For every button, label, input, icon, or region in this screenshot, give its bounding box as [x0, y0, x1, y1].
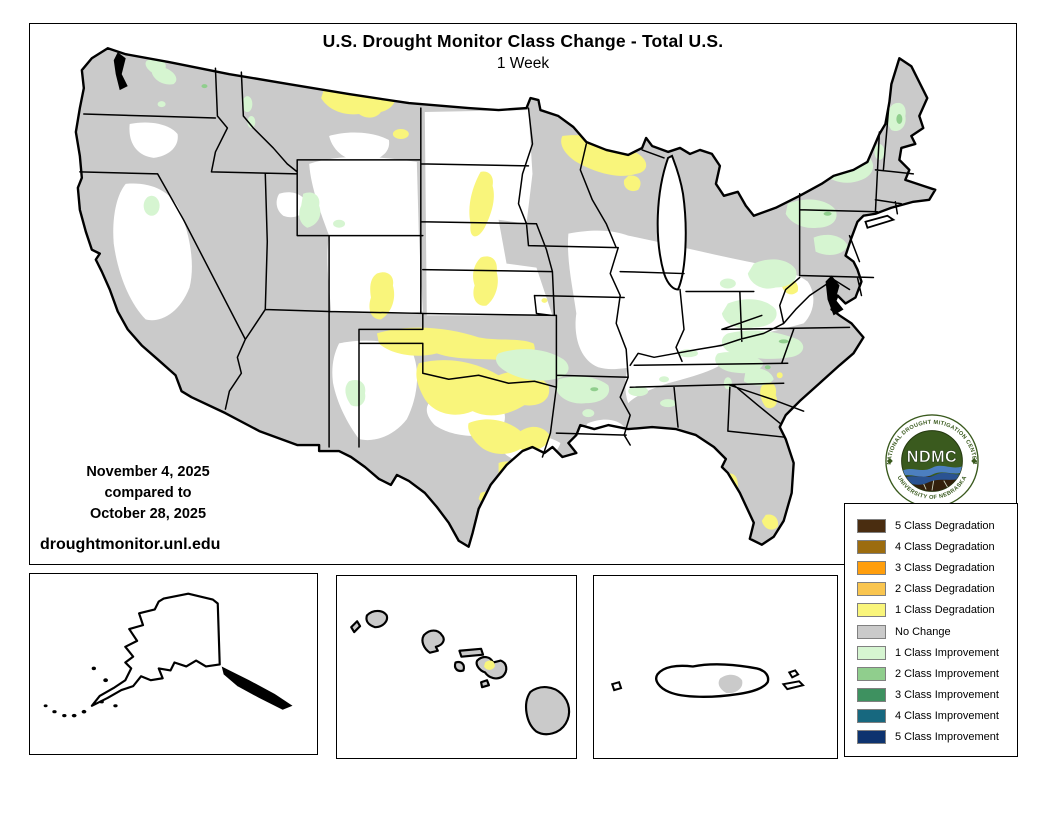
logo-river-band-1 — [901, 465, 963, 477]
legend-row: 2 Class Improvement — [857, 663, 1017, 684]
us-map-svg — [74, 47, 937, 548]
legend-label: 4 Class Improvement — [895, 710, 999, 723]
legend-swatch-3-class-degradation — [857, 560, 886, 575]
puerto-rico-map-svg — [610, 663, 805, 698]
legend-label: 2 Class Degradation — [895, 583, 995, 596]
legend-swatch-no-change — [857, 624, 886, 639]
legend-row: 4 Class Improvement — [857, 706, 1017, 727]
alaska-mainland — [90, 592, 221, 707]
date-line-compared: compared to — [104, 485, 192, 501]
legend-label: 4 Class Degradation — [895, 540, 995, 553]
legend-swatch-1-class-degradation — [857, 603, 886, 618]
alaska-inset — [29, 573, 318, 755]
legend-row: 1 Class Degradation — [857, 600, 1017, 621]
legend-label: 2 Class Improvement — [895, 667, 999, 680]
legend-label: No Change — [895, 625, 951, 638]
aleutian-islands — [43, 666, 118, 718]
ndmc-logo: NDMC NATIONAL DROUGHT MITIGATION CENTER … — [885, 414, 979, 508]
logo-river-band-2 — [901, 472, 963, 485]
hawaii-inset — [336, 575, 577, 759]
long-island — [864, 214, 896, 229]
puerto-rico-inset — [593, 575, 838, 759]
legend-label: 1 Class Improvement — [895, 646, 999, 659]
legend: 5 Class Degradation 4 Class Degradation … — [844, 503, 1018, 757]
improvement-2-areas — [201, 84, 903, 392]
lake-michigan — [656, 154, 687, 291]
legend-swatch-1-class-improvement — [857, 645, 886, 660]
legend-row: No Change — [857, 621, 1017, 642]
legend-label: 3 Class Degradation — [895, 561, 995, 574]
puerto-rico-mainland — [655, 663, 770, 698]
state-borders — [79, 67, 915, 458]
legend-swatch-5-class-degradation — [857, 518, 886, 533]
legend-row: 5 Class Improvement — [857, 727, 1017, 748]
website-url: droughtmonitor.unl.edu — [40, 536, 221, 553]
legend-label: 5 Class Degradation — [895, 519, 995, 532]
chesapeake-bay — [825, 275, 844, 316]
legend-row: 3 Class Improvement — [857, 685, 1017, 706]
legend-label: 3 Class Improvement — [895, 689, 999, 702]
hawaii-map-svg — [350, 609, 571, 736]
legend-swatch-2-class-improvement — [857, 666, 886, 681]
legend-label: 5 Class Improvement — [895, 731, 999, 744]
maui-degradation-patch — [484, 660, 495, 670]
puerto-rico-small-islands — [610, 669, 805, 692]
date-line-previous: October 28, 2025 — [89, 506, 207, 522]
main-map-frame: U.S. Drought Monitor Class Change - Tota… — [29, 23, 1017, 565]
legend-row: 4 Class Degradation — [857, 536, 1017, 557]
logo-art — [901, 465, 963, 492]
legend-swatch-4-class-degradation — [857, 539, 886, 554]
improvement-1-areas — [143, 58, 906, 418]
legend-swatch-5-class-improvement — [857, 730, 886, 745]
legend-swatch-2-class-degradation — [857, 582, 886, 597]
date-line-current: November 4, 2025 — [86, 464, 210, 480]
map-title: U.S. Drought Monitor Class Change - Tota… — [322, 31, 724, 51]
alaska-panhandle — [221, 666, 293, 710]
puget-sound — [113, 52, 128, 91]
logo-acronym: NDMC — [907, 448, 957, 466]
legend-label: 1 Class Degradation — [895, 604, 995, 617]
alaska-map-svg — [43, 592, 293, 718]
legend-row: 5 Class Degradation — [857, 515, 1017, 536]
legend-swatch-3-class-improvement — [857, 688, 886, 703]
legend-row: 2 Class Degradation — [857, 579, 1017, 600]
legend-swatch-4-class-improvement — [857, 709, 886, 724]
legend-row: 3 Class Degradation — [857, 557, 1017, 578]
hawaii-islands — [350, 609, 571, 736]
date-comparison: November 4, 2025 compared to October 28,… — [48, 462, 248, 525]
map-subtitle: 1 Week — [496, 55, 550, 72]
legend-row: 1 Class Improvement — [857, 642, 1017, 663]
puerto-rico-nochange-patch — [718, 674, 743, 694]
